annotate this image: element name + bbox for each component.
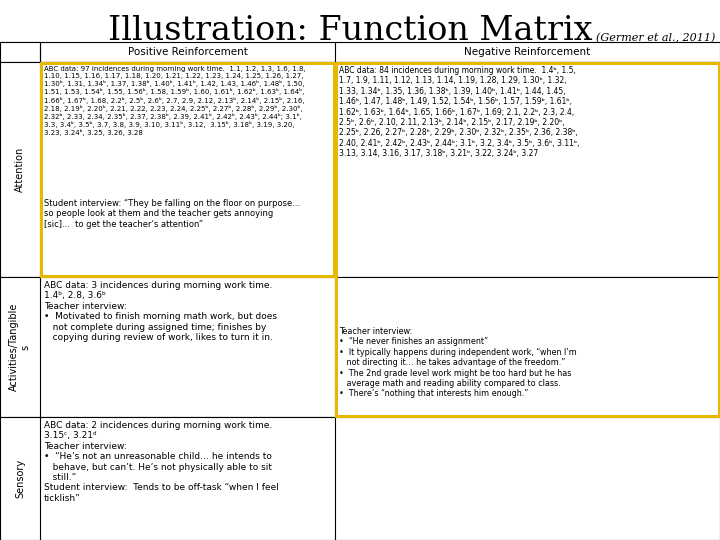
Text: (Germer et al., 2011): (Germer et al., 2011)	[595, 33, 715, 43]
Text: ABC data: 2 incidences during morning work time.
3.15ᶜ, 3.21ᵈ
Teacher interview:: ABC data: 2 incidences during morning wo…	[44, 421, 279, 503]
Text: ABC data: 84 incidences during morning work time.  1.4ᵇ, 1.5,
1.7, 1.9, 1.11, 1.: ABC data: 84 incidences during morning w…	[339, 66, 580, 158]
Text: ABC data: 3 incidences during morning work time.
1.4ᵇ, 2.8, 3.6ᵇ
Teacher intervi: ABC data: 3 incidences during morning wo…	[44, 281, 277, 342]
Text: ABC data: 97 incidences during morning work time.  1.1, 1.2, 1.3, 1.6, 1.8,
1.10: ABC data: 97 incidences during morning w…	[44, 66, 306, 137]
Bar	[336, 63, 719, 416]
Text: Student interview: “They be falling on the floor on purpose...
so people look at: Student interview: “They be falling on t…	[44, 199, 300, 229]
Text: Positive Reinforcement: Positive Reinforcement	[127, 47, 248, 57]
Text: Teacher interview:
•  “He never finishes an assignment”
•  It typically happens : Teacher interview: • “He never finishes …	[339, 327, 577, 399]
Bar	[0, 277, 720, 417]
Bar	[0, 417, 720, 540]
Bar	[0, 42, 720, 62]
Text: Sensory: Sensory	[15, 459, 25, 498]
Text: Attention: Attention	[15, 147, 25, 192]
Text: Negative Reinforcement: Negative Reinforcement	[464, 47, 590, 57]
Bar	[0, 62, 720, 277]
Bar	[0, 42, 40, 62]
Bar	[41, 63, 334, 276]
Text: Illustration: Function Matrix: Illustration: Function Matrix	[108, 15, 593, 47]
Text: Activities/Tangible
s: Activities/Tangible s	[9, 303, 31, 391]
